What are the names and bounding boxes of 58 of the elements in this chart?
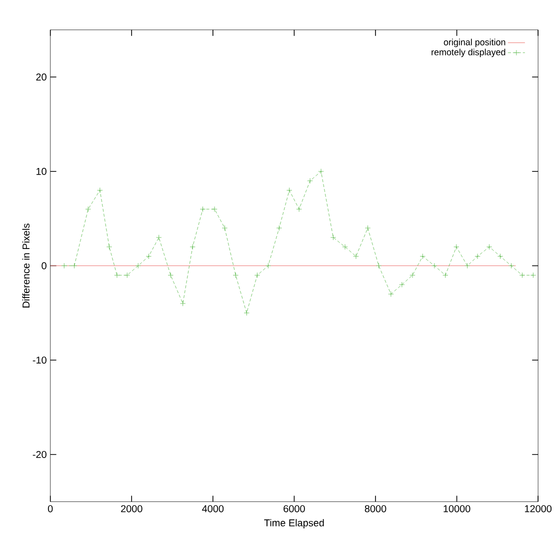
point <box>296 206 302 212</box>
y-tick-label: 10 <box>36 168 46 175</box>
point <box>168 272 174 278</box>
x-tick-label: 6000 <box>284 504 305 512</box>
point <box>212 206 218 212</box>
point <box>97 187 103 193</box>
point <box>497 253 504 259</box>
point <box>156 234 162 240</box>
x-tick-label: 2000 <box>121 504 142 512</box>
point <box>61 262 67 268</box>
point <box>330 234 336 240</box>
y-axis-title: Difference in Pixels <box>22 223 30 308</box>
x-tick-label: 8000 <box>364 504 386 512</box>
x-tick-label: 0 <box>48 504 53 512</box>
point <box>72 262 78 268</box>
y-tick-label: -10 <box>32 356 46 364</box>
point <box>353 253 359 259</box>
point <box>124 272 130 278</box>
legend-label: original position <box>444 38 506 47</box>
point <box>244 310 250 316</box>
point <box>410 272 416 278</box>
legend-label: remotely displayed <box>432 48 506 57</box>
point <box>420 253 426 259</box>
point <box>254 272 260 278</box>
point <box>530 272 536 278</box>
point <box>114 272 120 278</box>
point <box>442 272 448 278</box>
point <box>190 244 196 250</box>
point <box>432 262 438 268</box>
point <box>276 225 282 231</box>
point <box>200 206 206 212</box>
x-tick-label: 12000 <box>525 504 552 512</box>
point <box>342 244 348 250</box>
point <box>364 225 371 231</box>
point <box>265 262 271 268</box>
point <box>232 272 238 278</box>
point <box>307 178 313 184</box>
point <box>454 244 460 250</box>
point <box>399 282 405 288</box>
y-tick-label: -20 <box>32 450 46 458</box>
x-axis-title: Time Elapsed <box>264 518 324 528</box>
point <box>180 300 186 306</box>
y-tick-label: 20 <box>36 73 46 80</box>
point <box>388 291 394 297</box>
point <box>286 187 292 193</box>
y-tick-label: 0 <box>42 262 46 270</box>
point <box>464 262 470 268</box>
x-tick-label: 4000 <box>202 504 224 512</box>
point <box>474 253 480 259</box>
point <box>106 244 112 250</box>
point <box>486 244 492 250</box>
point <box>146 253 152 259</box>
point <box>135 262 141 268</box>
x-tick-label: 10000 <box>444 504 470 512</box>
point <box>222 225 228 231</box>
point <box>85 206 91 212</box>
point <box>318 168 324 174</box>
point <box>519 272 526 278</box>
